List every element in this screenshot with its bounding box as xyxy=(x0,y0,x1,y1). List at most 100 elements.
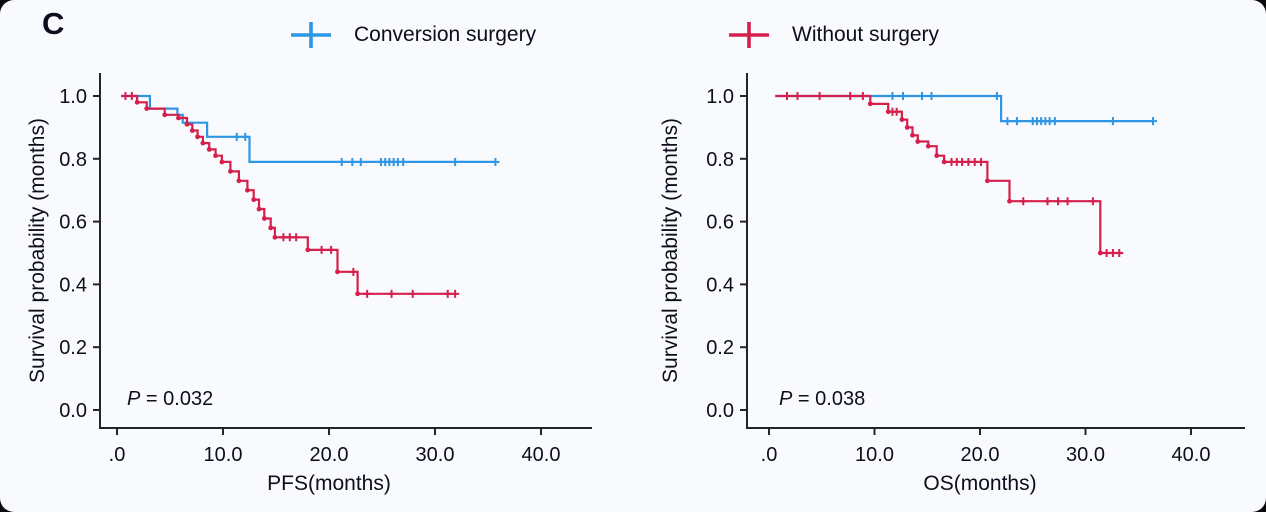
x-axis-title: OS(months) xyxy=(923,472,1036,495)
without-surgery-plus-icon xyxy=(729,22,769,48)
censor-mark xyxy=(992,92,1001,100)
step-dot xyxy=(228,168,233,174)
censor-mark xyxy=(917,92,926,100)
legend-item-without-surgery: Without surgery xyxy=(726,20,939,50)
step-dot xyxy=(268,225,274,231)
censor-mark xyxy=(232,132,241,141)
censor-mark xyxy=(1050,117,1059,126)
step-dot xyxy=(915,139,921,144)
step-dot xyxy=(272,234,278,240)
step-dot xyxy=(355,291,361,297)
censor-mark xyxy=(491,157,500,166)
censor-mark xyxy=(858,92,867,100)
y-tick-label: 1.0 xyxy=(59,86,87,108)
x-tick-label: 30.0 xyxy=(1066,444,1105,466)
x-tick-label: 20.0 xyxy=(310,444,349,466)
p-value: P = 0.038 xyxy=(779,388,865,410)
step-dot xyxy=(904,125,910,130)
censor-mark xyxy=(349,267,358,276)
y-tick-label: 0.4 xyxy=(59,274,87,296)
censor-mark xyxy=(1149,117,1158,126)
step-dot xyxy=(200,140,206,146)
legend-item-conversion-surgery: Conversion surgery xyxy=(288,20,536,50)
step-dot xyxy=(256,206,262,212)
legend-label-without-surgery: Without surgery xyxy=(792,23,940,46)
step-dot xyxy=(213,153,218,159)
censor-mark xyxy=(1003,117,1012,126)
step-dot xyxy=(219,159,225,165)
step-dot xyxy=(184,121,190,127)
censor-mark xyxy=(1054,197,1063,206)
censor-mark xyxy=(888,92,897,100)
step-dot xyxy=(162,112,168,118)
censor-mark xyxy=(451,289,460,298)
km-curve-without xyxy=(121,94,456,295)
x-tick-label: 40.0 xyxy=(522,444,561,466)
step-dot xyxy=(195,134,200,140)
censor-mark xyxy=(399,157,408,166)
censor-mark xyxy=(846,92,855,100)
censor-mark xyxy=(977,157,986,166)
step-dot xyxy=(1007,198,1012,204)
censor-mark xyxy=(241,132,250,141)
x-tick-label: 10.0 xyxy=(855,444,894,466)
x-tick-label: .0 xyxy=(761,444,778,466)
conversion-surgery-plus-icon xyxy=(291,22,331,48)
step-dot xyxy=(176,115,181,121)
y-tick-label: 0.6 xyxy=(706,212,734,234)
step-dot xyxy=(261,216,267,221)
km-curve-conversion xyxy=(775,94,1153,123)
censor-mark xyxy=(1088,197,1097,206)
y-tick-label: 0.0 xyxy=(59,400,87,422)
y-tick-label: 0.8 xyxy=(59,149,87,171)
censor-mark xyxy=(387,289,396,298)
step-dot xyxy=(1097,250,1103,256)
y-tick-label: 0.8 xyxy=(706,149,734,171)
step-dot xyxy=(335,269,340,275)
censor-mark xyxy=(892,107,901,116)
y-tick-label: 0.4 xyxy=(706,274,734,296)
censor-mark xyxy=(815,92,824,100)
censor-mark xyxy=(793,92,802,100)
x-tick-label: 40.0 xyxy=(1172,444,1211,466)
y-tick-label: 0.6 xyxy=(59,212,87,234)
step-dot xyxy=(244,187,250,193)
os-survival-plot: 1.0 0.8 0.6 0.4 0.2 0.0 .0 10.0 20.0 30.0 40.0 OS(m… xyxy=(659,73,1245,495)
censor-mark xyxy=(356,157,365,166)
censor-mark xyxy=(327,245,336,254)
p-value: P = 0.032 xyxy=(127,388,213,410)
step-dot xyxy=(910,132,915,138)
x-tick-label: 30.0 xyxy=(416,444,455,466)
censor-mark xyxy=(898,92,907,100)
step-dot xyxy=(899,117,905,122)
y-tick-label: 0.0 xyxy=(706,400,734,422)
panel-label: C xyxy=(42,6,65,41)
y-tick-label: 0.2 xyxy=(706,337,734,359)
step-dot xyxy=(305,247,311,253)
km-curve-conversion xyxy=(121,94,496,163)
x-tick-label: .0 xyxy=(109,444,126,466)
censor-mark xyxy=(363,289,372,298)
pfs-survival-plot: 1.0 0.8 0.6 0.4 0.2 0.0 .0 10.0 20.0 30.0 40.0 PFS(… xyxy=(26,73,592,495)
step-dot xyxy=(934,153,940,159)
legend-label-conversion-surgery: Conversion surgery xyxy=(354,23,537,46)
step-dot xyxy=(885,109,891,115)
censor-mark xyxy=(443,289,452,298)
censor-mark xyxy=(1043,197,1052,206)
step-dot xyxy=(984,178,990,184)
step-dot xyxy=(189,128,195,133)
censor-mark xyxy=(782,92,791,100)
step-dot xyxy=(236,178,242,184)
km-curve-without xyxy=(775,94,1123,255)
x-axis-title: PFS(months) xyxy=(267,472,391,495)
censor-mark xyxy=(451,157,460,166)
step-dot xyxy=(206,146,212,152)
step-dot xyxy=(251,197,257,203)
y-axis-title: Survival probability (months) xyxy=(659,118,682,383)
censor-mark xyxy=(337,157,346,166)
censor-mark xyxy=(348,157,357,166)
y-axis-title: Survival probability (months) xyxy=(26,118,49,383)
step-dot xyxy=(867,101,873,107)
censor-mark xyxy=(317,245,326,254)
